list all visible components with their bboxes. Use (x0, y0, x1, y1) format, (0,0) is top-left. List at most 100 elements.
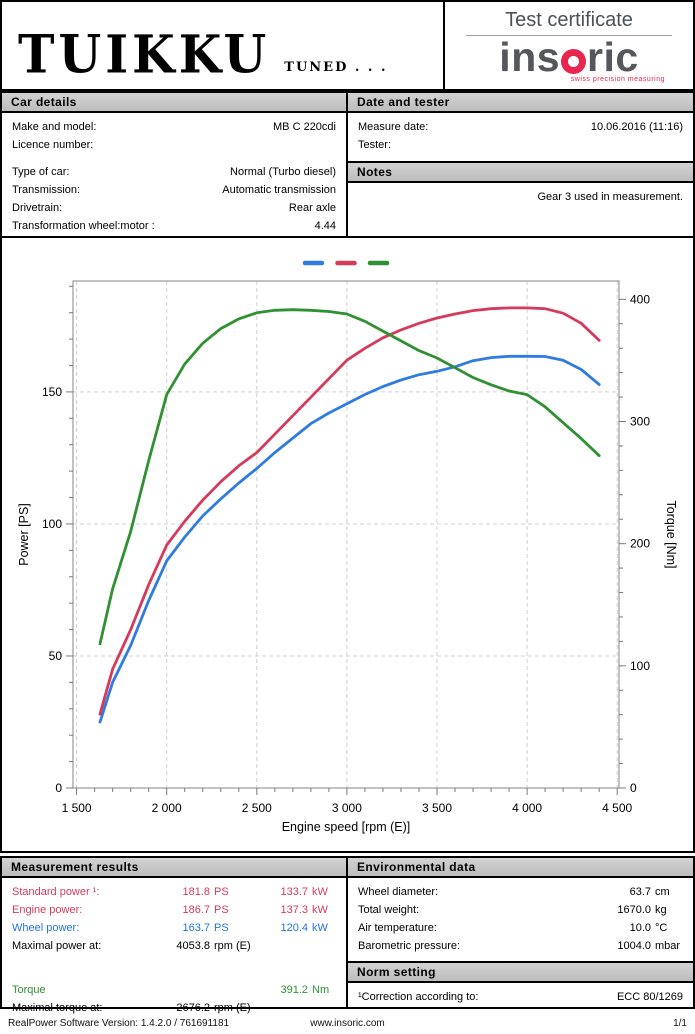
svg-text:2 000: 2 000 (152, 801, 182, 815)
car-detail-row: Type of car: Normal (Turbo diesel) (12, 163, 336, 181)
value-kw: 133.7 (280, 886, 308, 898)
svg-text:4 500: 4 500 (602, 801, 632, 815)
field-unit: cm (655, 886, 670, 898)
title-divider (466, 35, 672, 36)
field-label: Licence number: (12, 139, 94, 151)
result-row-max-power-rpm: Maximal power at: 4053.8 rpm (E) (12, 937, 336, 955)
section-header: Norm setting (348, 963, 693, 983)
field-unit: kg (655, 904, 667, 916)
field-value: MB C 220cdi (273, 121, 336, 133)
field-label: Transformation wheel:motor : (12, 220, 155, 232)
car-detail-row: Licence number: (12, 136, 336, 154)
value-kw: 137.3 (280, 904, 308, 916)
field-value: Normal (Turbo diesel) (230, 166, 336, 178)
value-rpm: 4053.8 (176, 940, 210, 952)
field-label: Wheel diameter: (358, 886, 439, 898)
section-header: Date and tester (348, 93, 693, 113)
footer-url: www.insoric.com (310, 1018, 385, 1029)
svg-text:300: 300 (630, 414, 650, 428)
svg-text:3 500: 3 500 (422, 801, 452, 815)
unit-kw: kW (312, 904, 328, 916)
unit-ps: PS (214, 904, 229, 916)
notes-text: Gear 3 used in measurement. (537, 191, 683, 203)
result-row-max-torque-rpm: Maximal torque at: 2676.2 rpm (E) (12, 999, 336, 1017)
car-detail-row: Make and model: MB C 220cdi (12, 118, 336, 136)
field-label: Total weight: (358, 904, 420, 916)
value-rpm: 2676.2 (176, 1002, 210, 1014)
tuikku-logo: TUIKKU (18, 23, 271, 86)
field-label: Wheel power: (12, 922, 80, 934)
unit-rpm: rpm (E) (214, 940, 251, 952)
field-value: Rear axle (288, 202, 336, 214)
section-notes: Notes Gear 3 used in measurement. (346, 161, 695, 238)
section-environmental-data: Environmental data Wheel diameter: 63.7 cm… (346, 856, 695, 963)
norm-row: ¹Correction according to: ECC 80/1269 (358, 988, 683, 1006)
field-label: Make and model: (12, 121, 97, 133)
insoric-tagline: swiss precision measuring (570, 76, 665, 83)
tester-row: Tester: (358, 136, 683, 154)
field-label: Air temperature: (358, 922, 437, 934)
unit-nm: Nm (312, 984, 330, 996)
value-ps: 186.7 (182, 904, 210, 916)
section-header: Car details (2, 93, 346, 113)
field-label: Torque (12, 984, 46, 996)
svg-text:200: 200 (630, 537, 650, 551)
value-kw: 120.4 (280, 922, 308, 934)
svg-text:100: 100 (42, 517, 62, 531)
field-label: Transmission: (12, 184, 81, 196)
result-row-engine-power: Engine power: 186.7 PS 137.3 kW (12, 901, 336, 919)
svg-text:3 000: 3 000 (332, 801, 362, 815)
unit-kw: kW (312, 886, 328, 898)
env-row: Barometric pressure: 1004.0 mbar (358, 937, 683, 955)
field-unit: °C (655, 922, 668, 934)
car-detail-row: Transmission: Automatic transmission (12, 181, 336, 199)
section-header: Environmental data (348, 858, 693, 878)
svg-text:2 500: 2 500 (242, 801, 272, 815)
field-value: 1670.0 (617, 904, 651, 916)
chart-panel: 1 500 2 000 2 500 3 000 3 500 4 000 4 500 0 50 10… (0, 236, 695, 853)
tuned-tagline: TUNED . . . (284, 60, 388, 75)
field-label: Engine power: (12, 904, 83, 916)
svg-text:0: 0 (630, 781, 637, 795)
section-date-tester: Date and tester Measure date: 10.06.2016 … (346, 91, 695, 163)
field-label: Drivetrain: (12, 202, 63, 214)
svg-text:400: 400 (630, 292, 650, 306)
field-value: Automatic transmission (222, 184, 336, 196)
section-car-details: Car details Make and model: MB C 220cdi L… (0, 91, 348, 238)
result-row-torque: Torque 391.2 Nm (12, 981, 336, 999)
date-row: Measure date: 10.06.2016 (11:16) (358, 118, 683, 136)
insoric-logo-text-right: ric (587, 34, 639, 80)
field-label: Barometric pressure: (358, 940, 461, 952)
value-ps: 163.7 (182, 922, 210, 934)
car-detail-row: Drivetrain: Rear axle (12, 199, 336, 217)
field-label: Maximal power at: (12, 940, 102, 952)
env-row: Total weight: 1670.0 kg (358, 901, 683, 919)
env-row: Air temperature: 10.0 °C (358, 919, 683, 937)
insoric-logo: ins ric (445, 37, 693, 78)
svg-text:150: 150 (42, 385, 62, 399)
field-value: 1004.0 (617, 940, 651, 952)
field-label: Standard power ¹: (12, 886, 100, 898)
field-label: ¹Correction according to: (358, 991, 479, 1003)
field-label: Type of car: (12, 166, 70, 178)
insoric-logo-text-left: ins (499, 34, 561, 80)
env-row: Wheel diameter: 63.7 cm (358, 883, 683, 901)
section-measurement-results: Measurement results Standard power ¹: 181… (0, 856, 348, 1014)
page-number: 1/1 (673, 1018, 687, 1029)
field-label: Tester: (358, 139, 392, 151)
unit-kw: kW (312, 922, 328, 934)
tuner-logo-panel: TUIKKU TUNED . . . (0, 0, 445, 91)
svg-text:50: 50 (49, 649, 63, 663)
field-value: 10.06.2016 (11:16) (590, 121, 683, 133)
field-value: 63.7 (629, 886, 651, 898)
unit-ps: PS (214, 922, 229, 934)
field-value: 4.44 (314, 220, 336, 232)
value-nm: 391.2 (280, 984, 308, 996)
section-header: Notes (348, 163, 693, 183)
section-header: Measurement results (2, 858, 346, 878)
power-torque-chart: 1 500 2 000 2 500 3 000 3 500 4 000 4 500 0 50 10… (17, 260, 678, 834)
svg-text:Engine speed [rpm (E)]: Engine speed [rpm (E)] (282, 820, 411, 834)
result-row-standard-power: Standard power ¹: 181.8 PS 133.7 kW (12, 883, 336, 901)
car-detail-row: Transformation wheel:motor : 4.44 (12, 217, 336, 235)
